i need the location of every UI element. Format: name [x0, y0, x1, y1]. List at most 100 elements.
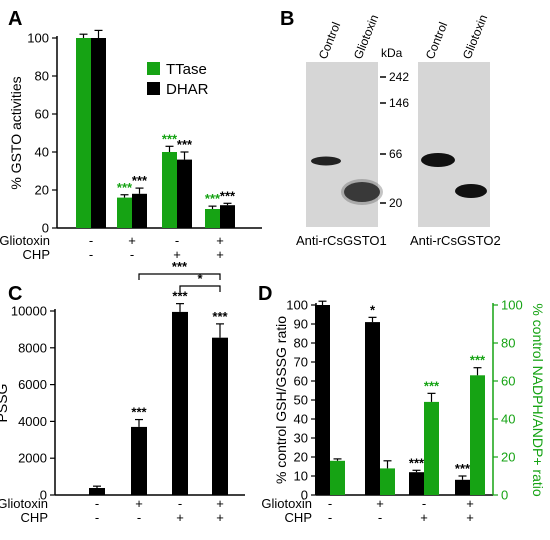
panel-d-treatment-mark: +	[466, 510, 474, 525]
panel-d-ytick-label: 50	[294, 393, 308, 408]
panel-c-ytick-label: 2000	[18, 451, 47, 466]
panel-d-sig-label: ***	[470, 353, 486, 368]
panel-c-ytick-label: 4000	[18, 414, 47, 429]
panel-d-sig-label: ***	[409, 455, 425, 470]
panel-a-treatment-mark: -	[130, 247, 134, 262]
blot1-antibody-label: Anti-rCsGSTO1	[296, 233, 387, 248]
panel-c-bar	[212, 337, 228, 495]
panel-a-treatment-label: CHP	[23, 247, 50, 262]
blot2-membrane	[418, 62, 490, 227]
panel-a-ytick-label: 40	[35, 145, 49, 160]
panel-d-bar	[380, 468, 395, 495]
panel-c-bracket	[138, 273, 221, 280]
panel-c-letter: C	[8, 283, 22, 305]
panel-d-ytick-label: 0	[301, 488, 308, 503]
panel-a-treatment-mark: +	[128, 233, 136, 248]
panel-a-ytick-label: 0	[42, 221, 49, 236]
blot1-control-band	[311, 156, 341, 166]
panel-d-ytick-right-label: 40	[501, 412, 515, 427]
panel-a-bar	[117, 197, 132, 228]
panel-d-ytick-label: 40	[294, 412, 308, 427]
panel-d-ytick-right-label: 20	[501, 450, 515, 465]
panel-c-ytick-label: 6000	[18, 377, 47, 392]
panel-d-ytick-right-label: 80	[501, 336, 515, 351]
panel-a-treatment-mark: -	[89, 247, 93, 262]
panel-c-bar	[172, 311, 188, 495]
panel-d-bar	[330, 460, 345, 495]
panel-a-ytick-label: 60	[35, 107, 49, 122]
panel-a-ylabel: % GSTO activities	[8, 76, 24, 189]
panel-c-treatment-label: Gliotoxin	[0, 496, 48, 511]
blot2-antibody-label: Anti-rCsGSTO2	[410, 233, 501, 248]
panel-d-treatment-label: CHP	[285, 510, 312, 525]
panel-c-treatment-mark: -	[95, 496, 99, 511]
panel-d-treatment-label: Gliotoxin	[261, 496, 312, 511]
legend-label-dhar: DHAR	[166, 81, 209, 98]
panel-c-bracket-label: ***	[172, 259, 188, 274]
panel-d-bar	[409, 472, 424, 495]
panel-c-treatment-mark: +	[216, 496, 224, 511]
panel-d-ytick-label: 20	[294, 450, 308, 465]
panel-a-bar	[132, 193, 147, 228]
panel-c-treatment-mark: +	[135, 496, 143, 511]
panel-a-treatment-mark: -	[89, 233, 93, 248]
panel-a-treatment-mark: +	[216, 233, 224, 248]
blot1-gliotoxin-band	[344, 182, 380, 202]
panel-d-ytick-label: 60	[294, 374, 308, 389]
panel-a-ytick-label: 100	[27, 31, 49, 46]
marker-66: 66	[389, 147, 403, 161]
panel-a-ytick-label: 80	[35, 69, 49, 84]
panel-d-ytick-label: 80	[294, 336, 308, 351]
panel-c-ytick-label: 0	[40, 488, 47, 503]
legend-label-ttase: TTase	[166, 61, 207, 78]
panel-a-bar	[220, 205, 235, 228]
panel-a-bar	[205, 209, 220, 228]
panel-c-treatment-mark: -	[178, 496, 182, 511]
panel-a-sig-label: ***	[220, 188, 236, 203]
panel-d-ytick-label: 70	[294, 355, 308, 370]
panel-a-sig-label: ***	[205, 191, 221, 206]
panel-d-bar	[315, 305, 330, 495]
panel-d-ytick-right-label: 0	[501, 488, 508, 503]
kda-label: kDa	[381, 46, 403, 60]
marker-242: 242	[389, 70, 409, 84]
marker-146: 146	[389, 96, 409, 110]
panel-d-ylabel-right: % control NADPH/ANDP+ ratio	[530, 303, 546, 497]
panel-a-letter: A	[8, 8, 22, 30]
panel-d-chart: 0 10 20 30 40 50 60 70 80 90 100 0 20 40 60 80 100 % cont…	[261, 298, 546, 526]
panel-d-ytick-label: 10	[294, 469, 308, 484]
panel-b-letter: B	[280, 8, 294, 30]
panel-a-sig-label: ***	[177, 137, 193, 152]
panel-a-bar	[162, 152, 177, 228]
panel-c-treatment-mark: +	[216, 510, 224, 525]
panel-c-bar	[89, 488, 105, 495]
panel-d-letter: D	[258, 283, 272, 305]
blot2-control-band	[421, 153, 455, 167]
panel-d-ytick-right-label: 60	[501, 374, 515, 389]
legend-swatch-dhar	[147, 82, 160, 95]
panel-d-bar	[424, 401, 439, 495]
panel-c-treatment-mark: -	[137, 510, 141, 525]
panel-d-ytick-label: 30	[294, 431, 308, 446]
blot1-lane-gliotoxin: Gliotoxin	[351, 13, 381, 62]
panel-a-ytick-label: 20	[35, 183, 49, 198]
legend-swatch-ttase	[147, 62, 160, 75]
panel-a-treatment-mark: +	[216, 247, 224, 262]
panel-a-bar	[177, 159, 192, 228]
panel-d-treatment-mark: -	[328, 510, 332, 525]
panel-d-treatment-mark: +	[420, 510, 428, 525]
panel-d-sig-label: *	[370, 302, 376, 317]
panel-c-bar	[131, 426, 147, 495]
panel-a-bar	[91, 38, 106, 228]
panel-d-ylabel: % control GSH/GSSG ratio	[273, 316, 289, 484]
panel-c-sig-label: ***	[131, 405, 147, 420]
panel-c-ytick-label: 8000	[18, 340, 47, 355]
panel-d-ytick-label: 100	[286, 298, 308, 313]
panel-c-sig-label: ***	[212, 309, 228, 324]
panel-a-treatment-mark: +	[173, 247, 181, 262]
panel-d-treatment-mark: +	[466, 496, 474, 511]
panel-a-treatment-mark: -	[175, 233, 179, 248]
